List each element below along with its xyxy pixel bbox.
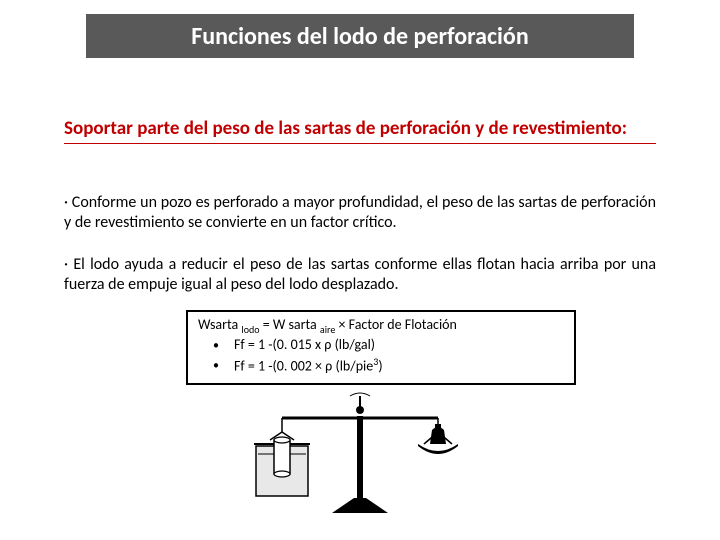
- formula-l1-post: × Factor de Flotación: [335, 316, 457, 333]
- formula-l1-sub1: lodo: [241, 323, 259, 336]
- balance-scale-diagram: [232, 388, 488, 518]
- formula-line-3: • Ff = 1 -(0. 002 × ρ (lb/pie3): [198, 355, 564, 377]
- formula-l2: Ff = 1 -(0. 015 x ρ (lb/gal): [234, 336, 375, 355]
- bullet-icon: •: [198, 358, 234, 374]
- section-heading: Soportar parte del peso de las sartas de…: [64, 118, 656, 144]
- paragraph-2: · El lodo ayuda a reducir el peso de las…: [64, 255, 656, 294]
- formula-l3-post: ): [378, 358, 382, 375]
- formula-l1-mid: = W sarta: [260, 316, 320, 333]
- title-text: Funciones del lodo de perforación: [191, 22, 528, 51]
- formula-l1-sub2: aire: [320, 323, 335, 336]
- title-banner: Funciones del lodo de perforación: [86, 14, 634, 58]
- formula-line-2: • Ff = 1 -(0. 015 x ρ (lb/gal): [198, 336, 564, 355]
- formula-box: Wsarta lodo = W sarta aire × Factor de F…: [186, 310, 576, 385]
- formula-l3-pre: Ff = 1 -(0. 002 × ρ (lb/pie: [234, 358, 373, 375]
- formula-line-1: Wsarta lodo = W sarta aire × Factor de F…: [198, 316, 564, 336]
- bullet-icon: •: [198, 338, 234, 354]
- formula-l1-pre: Wsarta: [198, 316, 241, 333]
- paragraph-1: · Conforme un pozo es perforado a mayor …: [64, 193, 656, 232]
